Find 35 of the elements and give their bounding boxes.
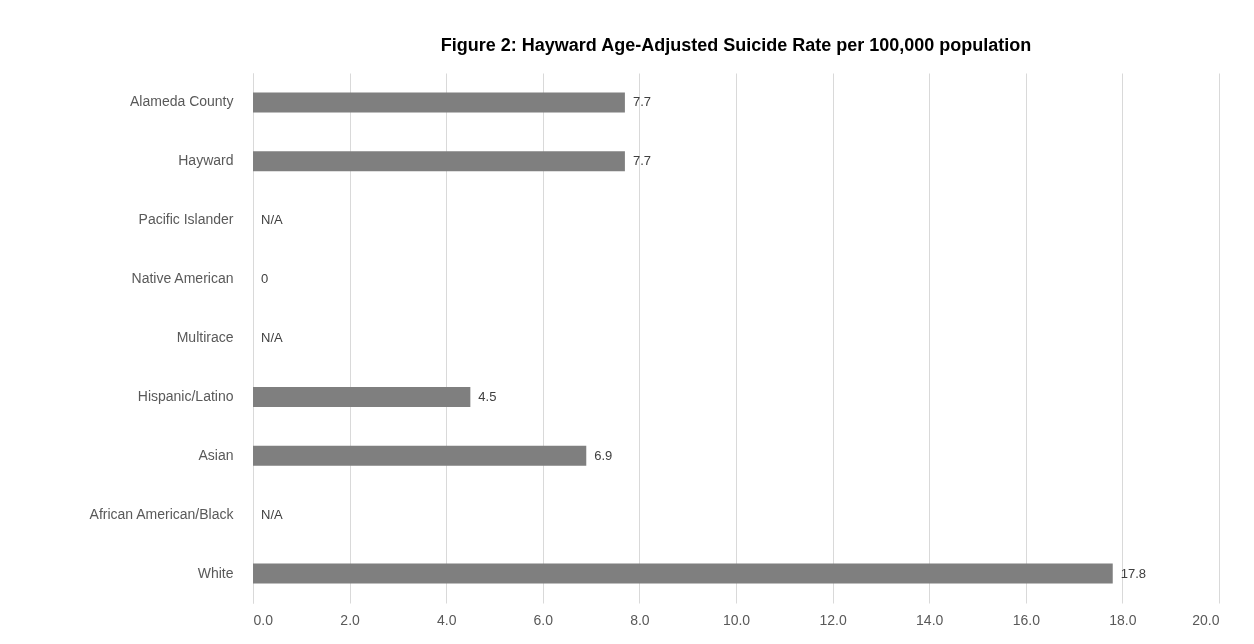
x-tick-label: 18.0 (1109, 611, 1137, 628)
data-label: 0 (261, 271, 269, 287)
text: N/A (261, 212, 283, 228)
y-tick-label: Multirace (176, 329, 234, 345)
data-label: 6.9 (594, 447, 613, 463)
y-tick-label: Hispanic/Latino (137, 387, 234, 404)
x-tick-label: 2.0 (340, 611, 361, 628)
data-label: 17.8 (1120, 565, 1147, 581)
bar (253, 386, 471, 407)
text: N/A (261, 330, 283, 345)
x-tick-label: 14.0 (916, 611, 944, 628)
y-tick-label: Hayward (178, 152, 234, 169)
x-tick-label: 4.0 (436, 611, 457, 628)
bar (253, 563, 1113, 584)
y-tick-label: Native American (131, 270, 234, 287)
bar (253, 92, 625, 113)
y-tick-label: Pacific Islander (138, 211, 234, 228)
x-tick-label: 0.0 (253, 611, 274, 628)
x-tick-label: 20.0 (1192, 611, 1220, 628)
data-label: 4.5 (478, 388, 497, 404)
x-tick-label: 12.0 (819, 611, 847, 628)
chart-title: Figure 2: Hayward Age-Adjusted Suicide Rate per 100,000 population (440, 35, 1032, 55)
y-tick-label: African American/Black (89, 505, 235, 522)
x-tick-label: 10.0 (722, 611, 751, 628)
y-tick-label: White (197, 564, 234, 581)
y-tick-label: Asian (198, 446, 234, 463)
data-label: 7.7 (632, 94, 651, 110)
x-tick-label: 8.0 (630, 611, 650, 628)
bar (253, 445, 587, 466)
text: N/A (261, 506, 283, 522)
x-tick-label: 6.0 (533, 611, 554, 628)
data-label: 7.7 (632, 153, 651, 169)
y-tick-label: Alameda County (129, 93, 234, 110)
x-tick-label: 16.0 (1012, 611, 1041, 628)
bar (253, 151, 625, 172)
